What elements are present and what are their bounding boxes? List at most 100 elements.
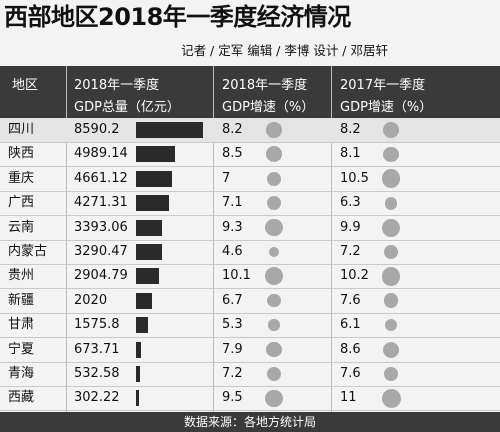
table-row: 广西 4271.31 7.1 6.3 xyxy=(0,191,500,217)
table-row: 内蒙古 3290.47 4.6 7.2 xyxy=(0,240,500,265)
credits: 记者 / 定军 编辑 / 李博 设计 / 邓居轩 xyxy=(181,43,388,58)
table-row: 西藏 302.22 9.5 11 xyxy=(0,386,500,412)
table-row: 云南 3393.06 9.3 9.9 xyxy=(0,216,500,241)
growth-2017-value: 7.6 xyxy=(340,366,361,381)
gdp-value: 4661.12 xyxy=(74,170,128,186)
header-growth2018-line2: GDP增速（%） xyxy=(222,100,315,115)
header-growth2018-line1: 2018年一季度 xyxy=(222,78,308,93)
growth-2017-dot xyxy=(383,244,399,260)
table-row: 重庆 4661.12 7 10.5 xyxy=(0,167,500,192)
gdp-bar xyxy=(136,366,141,382)
gdp-bar xyxy=(136,341,142,358)
source-note: 数据来源：各地方统计局 xyxy=(0,412,500,432)
growth-2017-dot xyxy=(383,366,399,382)
gdp-bar xyxy=(136,268,159,285)
growth-2018-value: 10.1 xyxy=(222,268,251,284)
table-row: 甘肃 1575.8 5.3 6.1 xyxy=(0,313,500,339)
header-region: 地区 xyxy=(12,78,39,93)
gdp-value: 2020 xyxy=(74,292,108,308)
growth-2018-value: 8.2 xyxy=(222,122,243,137)
region-label: 重庆 xyxy=(8,170,35,186)
region-label: 贵州 xyxy=(8,268,35,284)
growth-2018-value: 4.6 xyxy=(222,244,243,259)
column-divider xyxy=(331,66,332,412)
growth-2017-value: 8.6 xyxy=(340,341,361,357)
header-gdp-line2: GDP总量（亿元） xyxy=(74,100,180,115)
growth-2017-value: 8.2 xyxy=(340,122,361,137)
column-divider xyxy=(213,66,214,412)
header-growth2017-line2: GDP增速（%） xyxy=(340,100,433,115)
table-row: 宁夏 673.71 7.9 8.6 xyxy=(0,338,500,363)
gdp-bar xyxy=(136,170,173,187)
growth-2018-dot xyxy=(266,146,282,163)
gdp-value: 4989.14 xyxy=(74,146,128,162)
growth-2017-value: 9.9 xyxy=(340,219,361,235)
growth-2018-value: 6.7 xyxy=(222,292,243,308)
gdp-bar xyxy=(136,317,149,334)
gdp-bar xyxy=(136,219,163,236)
region-label: 云南 xyxy=(8,219,35,235)
growth-2017-value: 6.3 xyxy=(340,195,361,211)
growth-2017-dot xyxy=(381,388,401,408)
growth-2018-dot xyxy=(266,366,282,382)
gdp-value: 4271.31 xyxy=(74,195,128,211)
header-gdp-line1: 2018年一季度 xyxy=(74,78,160,93)
growth-2017-value: 10.5 xyxy=(340,170,369,186)
growth-2018-dot xyxy=(264,267,284,286)
growth-2017-dot xyxy=(381,267,401,286)
growth-2017-value: 7.2 xyxy=(340,244,361,259)
table-row: 陕西 4989.14 8.5 8.1 xyxy=(0,142,500,168)
growth-2017-value: 11 xyxy=(340,390,357,406)
growth-2017-dot xyxy=(383,122,399,138)
page-title: 西部地区2018年一季度经济情况 xyxy=(4,3,351,31)
growth-2018-value: 7.1 xyxy=(222,195,243,211)
growth-2017-dot xyxy=(383,293,399,309)
growth-2017-dot xyxy=(381,169,401,189)
region-label: 青海 xyxy=(8,366,35,381)
region-label: 西藏 xyxy=(8,390,35,406)
growth-2018-value: 9.3 xyxy=(222,219,243,235)
growth-2017-value: 10.2 xyxy=(340,268,369,284)
table-row: 四川 8590.2 8.2 8.2 xyxy=(0,118,500,143)
growth-2017-dot xyxy=(382,341,399,358)
growth-2018-value: 7.9 xyxy=(222,341,243,357)
region-label: 新疆 xyxy=(8,292,35,308)
growth-2018-value: 9.5 xyxy=(222,390,243,406)
gdp-bar xyxy=(136,244,162,260)
growth-2017-dot xyxy=(384,196,398,210)
growth-2017-value: 6.1 xyxy=(340,317,361,333)
growth-2018-dot xyxy=(267,196,281,211)
growth-2018-value: 8.5 xyxy=(222,146,243,162)
gdp-value: 1575.8 xyxy=(74,317,120,333)
growth-2018-dot xyxy=(266,342,282,358)
gdp-value: 302.22 xyxy=(74,390,120,406)
gdp-value: 3290.47 xyxy=(74,244,128,259)
column-divider xyxy=(66,66,67,412)
table-row: 贵州 2904.79 10.1 10.2 xyxy=(0,264,500,290)
growth-2018-dot xyxy=(267,171,281,186)
gdp-value: 8590.2 xyxy=(74,122,120,137)
growth-2018-value: 7 xyxy=(222,170,231,186)
gdp-bar xyxy=(136,292,152,309)
gdp-value: 2904.79 xyxy=(74,268,128,284)
table-row: 新疆 2020 6.7 7.6 xyxy=(0,289,500,314)
region-label: 甘肃 xyxy=(8,317,35,333)
region-label: 内蒙古 xyxy=(8,244,48,259)
growth-2018-value: 5.3 xyxy=(222,317,243,333)
growth-2018-dot xyxy=(268,319,280,331)
region-label: 广西 xyxy=(8,195,35,211)
gdp-bar xyxy=(136,195,170,212)
gdp-bar xyxy=(136,122,203,138)
header-growth2017-line1: 2017年一季度 xyxy=(340,78,426,93)
growth-2017-value: 7.6 xyxy=(340,292,361,308)
growth-2018-dot xyxy=(267,294,281,308)
growth-2018-dot xyxy=(268,246,280,258)
region-label: 宁夏 xyxy=(8,341,35,357)
region-label: 四川 xyxy=(8,122,35,137)
growth-2017-dot xyxy=(383,146,399,163)
growth-2018-dot xyxy=(266,122,282,138)
growth-2018-value: 7.2 xyxy=(222,366,243,381)
gdp-value: 532.58 xyxy=(74,366,120,381)
gdp-value: 673.71 xyxy=(74,341,120,357)
gdp-value: 3393.06 xyxy=(74,219,128,235)
